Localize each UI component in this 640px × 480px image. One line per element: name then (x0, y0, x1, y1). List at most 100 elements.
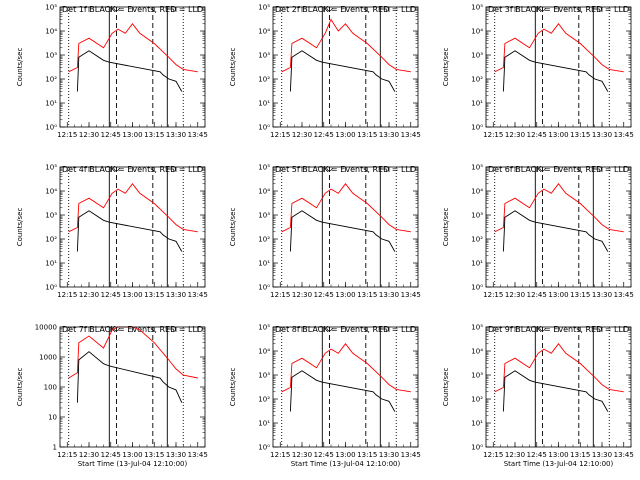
y-tick-label: 10⁴ (471, 188, 483, 196)
x-tick-label: 13:30 (592, 131, 612, 139)
x-tick-label: 13:15 (357, 451, 377, 459)
x-tick-label: 12:15 (483, 291, 503, 299)
x-tick-label: 13:15 (144, 451, 164, 459)
chart-panel-4: Det 4f BLACK = Events, RED = LLDCounts/s… (16, 164, 208, 300)
y-tick-label: 10¹ (258, 420, 270, 428)
x-tick-label: 13:15 (144, 131, 164, 139)
y-tick-label: 10² (471, 236, 483, 244)
plot-frame (272, 166, 419, 288)
chart-panel-6: Det 6f BLACK = Events, RED = LLDCounts/s… (442, 164, 634, 300)
plot-frame (272, 326, 419, 448)
top-notch-marker (326, 7, 333, 12)
y-tick-label: 10¹ (45, 260, 57, 268)
series-events-line (289, 370, 396, 412)
y-tick-label: 10000 (35, 324, 57, 332)
x-tick-label: 12:30 (505, 131, 525, 139)
chart-panel-1: Det 1f BLACK = Events, RED = LLDCounts/s… (16, 4, 208, 140)
x-tick-label: 13:45 (614, 131, 634, 139)
y-tick-label: 10⁰ (471, 284, 483, 292)
x-tick-label: 13:00 (548, 451, 568, 459)
series-lld-line (68, 183, 198, 233)
x-tick-label: 12:30 (505, 451, 525, 459)
chart-panel-8: Det 8f BLACK = Events, RED = LLDCounts/s… (229, 324, 421, 469)
y-tick-label: 10⁵ (471, 164, 483, 172)
x-tick-label: 13:00 (548, 131, 568, 139)
y-tick-label: 10¹ (471, 100, 483, 108)
x-tick-label: 13:45 (401, 291, 421, 299)
y-tick-label: 10² (258, 236, 270, 244)
x-tick-label: 12:45 (101, 451, 121, 459)
series-events-line (76, 351, 183, 403)
x-tick-label: 13:45 (188, 291, 208, 299)
chart-panel-7: Det 7f BLACK = Events, RED = LLDCounts/s… (16, 324, 208, 469)
top-notch-marker (167, 328, 174, 332)
plot-frame (485, 326, 632, 448)
y-tick-label: 10³ (258, 212, 270, 220)
x-tick-label: 12:30 (292, 451, 312, 459)
x-tick-label: 13:15 (357, 131, 377, 139)
x-tick-label: 13:00 (335, 451, 355, 459)
x-tick-label: 13:45 (188, 131, 208, 139)
y-tick-label: 10⁴ (471, 28, 483, 36)
x-tick-label: 13:00 (335, 291, 355, 299)
y-tick-label: 10³ (471, 52, 483, 60)
y-tick-label: 10¹ (258, 100, 270, 108)
y-axis-label: Counts/sec (442, 48, 450, 87)
y-tick-label: 10⁰ (45, 124, 57, 132)
top-notch-marker (326, 327, 333, 332)
top-notch-marker (380, 168, 387, 172)
x-tick-label: 13:00 (122, 291, 142, 299)
y-tick-label: 10⁴ (258, 28, 270, 36)
top-notch-marker (167, 8, 174, 12)
series-events-line (502, 210, 609, 252)
x-tick-label: 13:30 (166, 131, 186, 139)
series-lld-line (68, 23, 198, 73)
x-axis-label: Start Time (13-Jul-04 12:10:00) (291, 460, 401, 468)
series-lld-line (281, 18, 411, 73)
top-notch-marker (113, 7, 120, 12)
x-tick-label: 13:30 (166, 451, 186, 459)
x-tick-label: 12:15 (270, 131, 290, 139)
x-tick-label: 13:15 (570, 291, 590, 299)
series-events-line (502, 370, 609, 412)
x-tick-label: 13:45 (188, 451, 208, 459)
x-tick-label: 12:15 (57, 131, 77, 139)
x-tick-label: 13:30 (166, 291, 186, 299)
y-tick-label: 1000 (39, 354, 57, 362)
chart-panel-9: Det 9f BLACK = Events, RED = LLDCounts/s… (442, 324, 634, 469)
top-notch-marker (593, 328, 600, 332)
y-tick-label: 10⁴ (258, 348, 270, 356)
chart-panel-3: Det 3f BLACK = Events, RED = LLDCounts/s… (442, 4, 634, 140)
x-tick-label: 13:30 (379, 131, 399, 139)
plot-frame (485, 166, 632, 288)
y-tick-label: 1 (53, 444, 57, 452)
top-notch-marker (167, 168, 174, 172)
y-tick-label: 10⁴ (45, 28, 57, 36)
top-notch-marker (539, 7, 546, 12)
series-events-line (289, 50, 396, 92)
y-tick-label: 10⁰ (471, 124, 483, 132)
y-tick-label: 10¹ (45, 100, 57, 108)
x-tick-label: 12:45 (101, 131, 121, 139)
chart-panel-5: Det 5f BLACK = Events, RED = LLDCounts/s… (229, 164, 421, 300)
x-tick-label: 12:30 (292, 131, 312, 139)
x-tick-label: 12:45 (101, 291, 121, 299)
top-notch-marker (539, 327, 546, 332)
x-tick-label: 12:45 (527, 451, 547, 459)
y-tick-label: 10⁵ (45, 164, 57, 172)
x-tick-label: 13:45 (614, 291, 634, 299)
x-tick-label: 12:30 (292, 291, 312, 299)
y-tick-label: 10¹ (471, 260, 483, 268)
x-tick-label: 13:00 (122, 131, 142, 139)
x-tick-label: 12:30 (505, 291, 525, 299)
plot-frame (59, 166, 206, 288)
x-tick-label: 13:00 (548, 291, 568, 299)
x-tick-label: 13:15 (144, 291, 164, 299)
y-tick-label: 10³ (471, 372, 483, 380)
x-tick-label: 13:30 (379, 291, 399, 299)
series-events-line (76, 210, 183, 252)
y-tick-label: 10⁰ (258, 124, 270, 132)
x-tick-label: 12:45 (314, 451, 334, 459)
y-axis-label: Counts/sec (229, 208, 237, 247)
y-tick-label: 10³ (45, 212, 57, 220)
